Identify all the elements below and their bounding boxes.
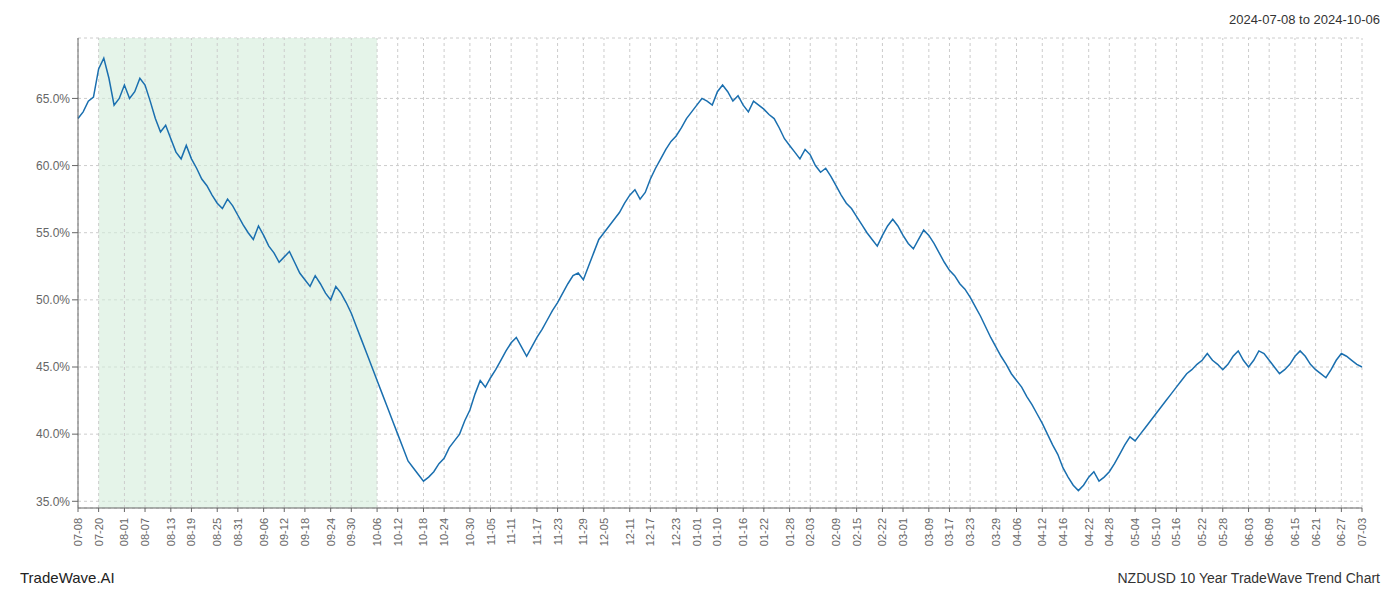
html-text:2024-07-08 to 2024-10-06: 2024-07-08 to 2024-10-06 — [1228, 12, 1380, 27]
svg-text:10-18: 10-18 — [417, 518, 429, 546]
svg-text:05-28: 05-28 — [1217, 518, 1229, 546]
svg-text:04-06: 04-06 — [1011, 518, 1023, 546]
svg-text:40.0%: 40.0% — [36, 427, 70, 441]
svg-text:08-31: 08-31 — [232, 518, 244, 546]
svg-text:08-19: 08-19 — [185, 518, 197, 546]
svg-text:12-23: 12-23 — [670, 518, 682, 546]
svg-text:55.0%: 55.0% — [36, 226, 70, 240]
svg-text:60.0%: 60.0% — [36, 159, 70, 173]
html-text:NZDUSD 10 Year TradeWave Trend: NZDUSD 10 Year TradeWave Trend Chart — [1117, 570, 1380, 586]
svg-text:01-28: 01-28 — [784, 518, 796, 546]
svg-text:08-07: 08-07 — [139, 518, 151, 546]
svg-text:45.0%: 45.0% — [36, 360, 70, 374]
svg-text:07-03: 07-03 — [1356, 518, 1368, 546]
svg-text:03-01: 03-01 — [897, 518, 909, 546]
svg-text:08-01: 08-01 — [118, 518, 130, 546]
svg-text:07-20: 07-20 — [93, 518, 105, 546]
svg-text:01-10: 01-10 — [711, 518, 723, 546]
svg-text:03-09: 03-09 — [923, 518, 935, 546]
svg-text:04-28: 04-28 — [1103, 518, 1115, 546]
svg-text:11-29: 11-29 — [577, 518, 589, 545]
svg-text:03-17: 03-17 — [943, 518, 955, 546]
svg-text:11-23: 11-23 — [552, 518, 564, 545]
svg-text:06-21: 06-21 — [1310, 518, 1322, 546]
svg-text:11-17: 11-17 — [531, 518, 543, 545]
svg-text:01-16: 01-16 — [737, 518, 749, 546]
svg-text:03-23: 03-23 — [964, 518, 976, 546]
svg-text:09-06: 09-06 — [258, 518, 270, 546]
svg-text:35.0%: 35.0% — [36, 495, 70, 509]
html-text:TradeWave.AI: TradeWave.AI — [20, 569, 115, 586]
svg-text:50.0%: 50.0% — [36, 293, 70, 307]
svg-text:12-11: 12-11 — [624, 518, 636, 545]
svg-text:04-16: 04-16 — [1057, 518, 1069, 546]
svg-text:02-09: 02-09 — [830, 518, 842, 546]
svg-text:08-13: 08-13 — [165, 518, 177, 546]
svg-text:10-12: 10-12 — [392, 518, 404, 546]
svg-text:11-11: 11-11 — [505, 518, 517, 545]
svg-text:06-03: 06-03 — [1243, 518, 1255, 546]
svg-text:06-27: 06-27 — [1335, 518, 1347, 546]
svg-text:02-22: 02-22 — [876, 518, 888, 546]
svg-text:65.0%: 65.0% — [36, 92, 70, 106]
svg-text:04-12: 04-12 — [1036, 518, 1048, 546]
svg-text:02-03: 02-03 — [804, 518, 816, 546]
svg-text:09-30: 09-30 — [345, 518, 357, 546]
svg-text:03-29: 03-29 — [990, 518, 1002, 546]
svg-text:11-05: 11-05 — [485, 518, 497, 545]
svg-text:10-30: 10-30 — [464, 518, 476, 546]
svg-text:07-08: 07-08 — [72, 518, 84, 546]
svg-text:01-22: 01-22 — [758, 518, 770, 546]
svg-text:05-16: 05-16 — [1170, 518, 1182, 546]
svg-text:09-24: 09-24 — [325, 518, 337, 546]
svg-text:05-22: 05-22 — [1196, 518, 1208, 546]
svg-text:01-01: 01-01 — [691, 518, 703, 546]
svg-text:10-24: 10-24 — [438, 518, 450, 546]
svg-text:12-05: 12-05 — [598, 518, 610, 546]
svg-text:05-10: 05-10 — [1150, 518, 1162, 546]
svg-text:08-25: 08-25 — [211, 518, 223, 546]
svg-text:06-15: 06-15 — [1289, 518, 1301, 546]
svg-text:05-04: 05-04 — [1129, 518, 1141, 546]
svg-text:06-09: 06-09 — [1263, 518, 1275, 546]
svg-text:09-18: 09-18 — [299, 518, 311, 546]
svg-text:09-12: 09-12 — [278, 518, 290, 546]
svg-text:02-15: 02-15 — [851, 518, 863, 546]
svg-text:10-06: 10-06 — [371, 518, 383, 546]
svg-text:04-22: 04-22 — [1083, 518, 1095, 546]
svg-text:12-17: 12-17 — [644, 518, 656, 546]
